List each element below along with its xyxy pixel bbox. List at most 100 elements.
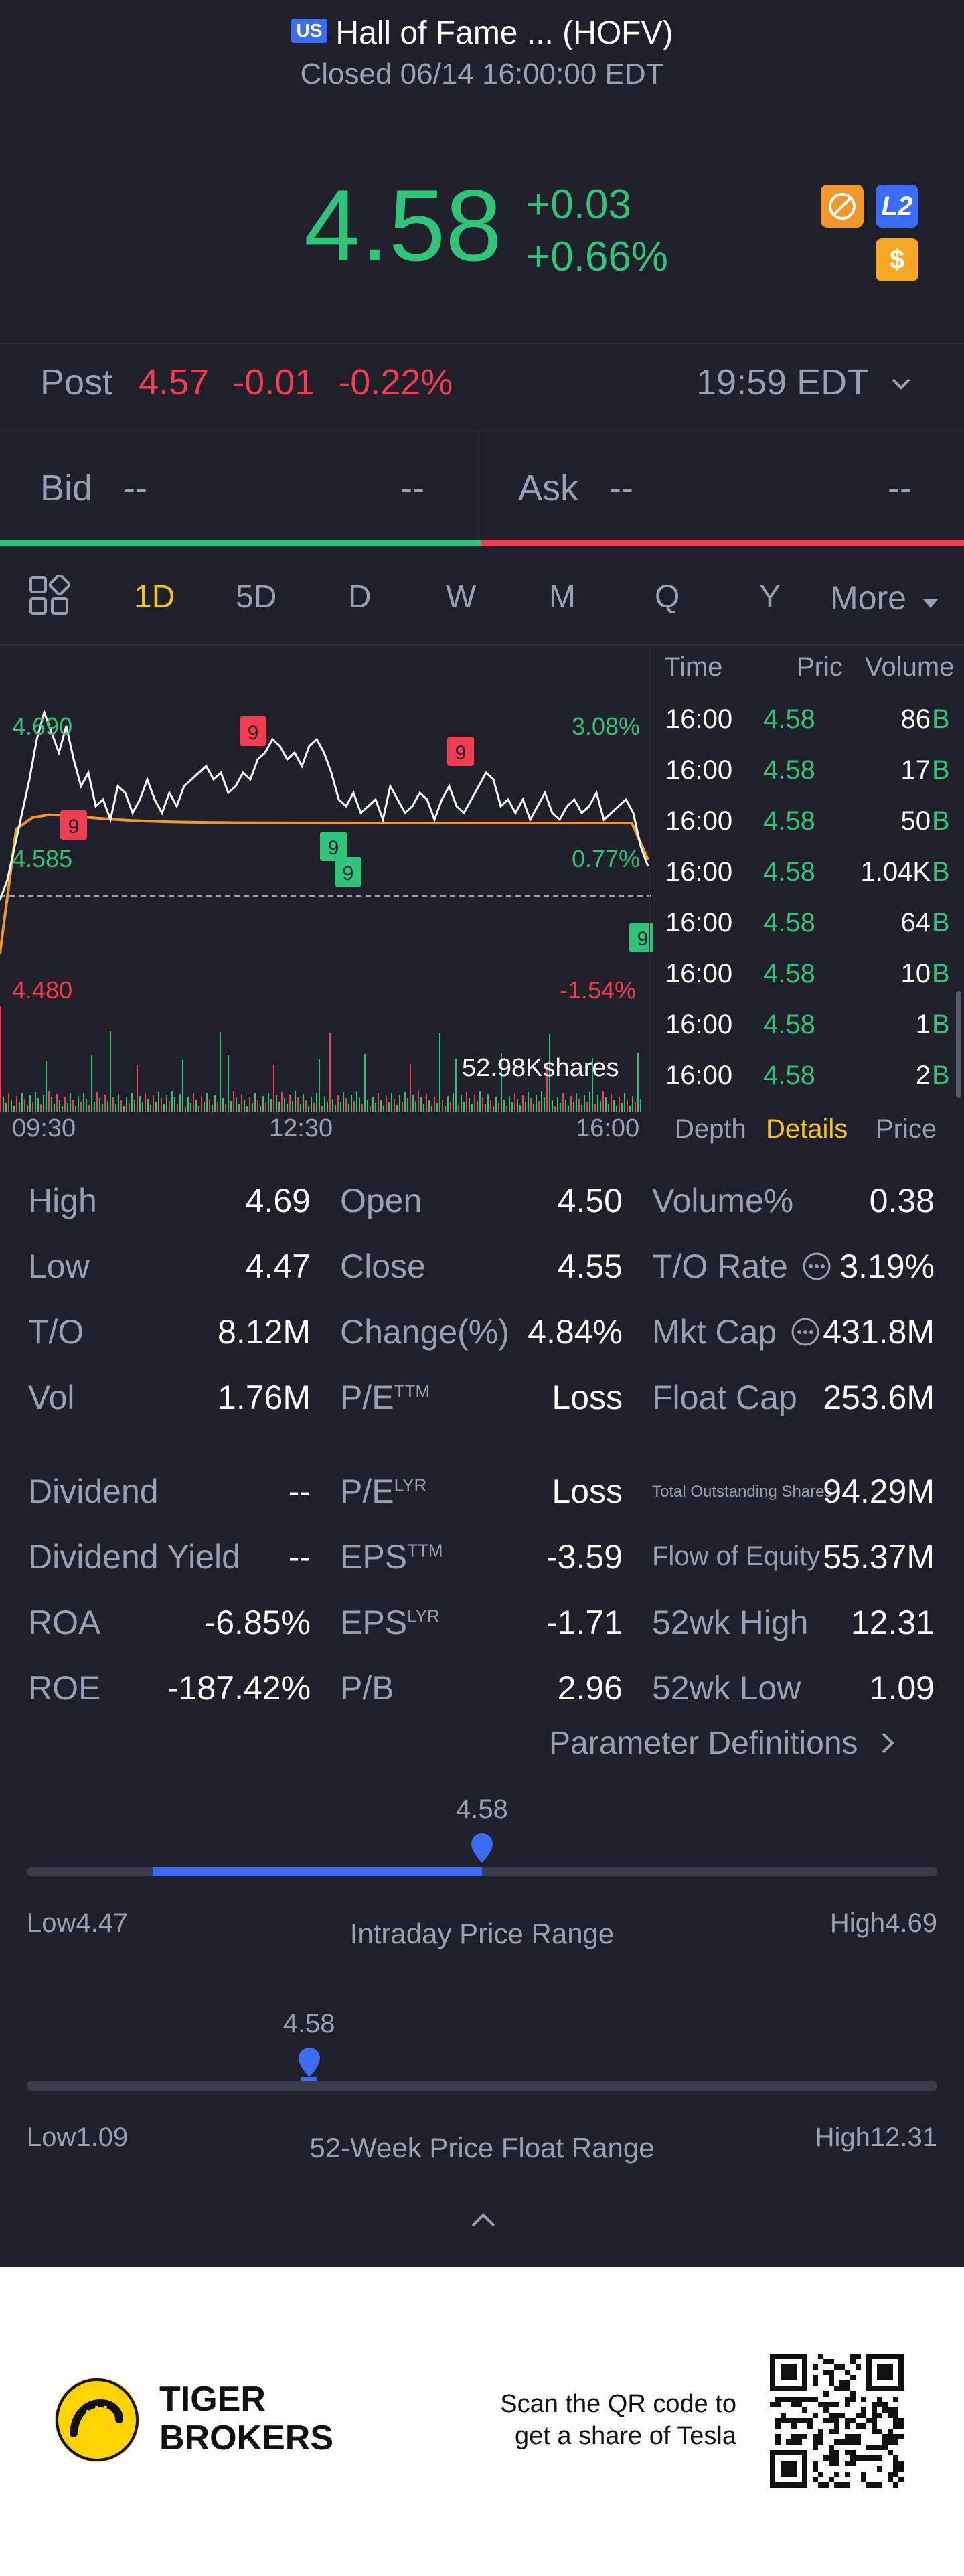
volume-bar xyxy=(364,1054,366,1112)
volume-bar xyxy=(214,1095,216,1112)
trades-scrollbar[interactable] xyxy=(956,991,961,1098)
trade-volume: 64 xyxy=(900,908,931,937)
ask-price: -- xyxy=(609,468,633,508)
volume-bar xyxy=(249,1097,250,1112)
stat-change-value: 4.84% xyxy=(528,1313,623,1351)
no-short-icon[interactable] xyxy=(821,185,864,228)
volume-bar xyxy=(54,1104,55,1112)
trade-side: B xyxy=(932,704,950,734)
bid-size: -- xyxy=(400,468,424,508)
volume-bar xyxy=(110,1031,111,1112)
volume-bar xyxy=(380,1100,382,1112)
volume-bar xyxy=(62,1106,63,1112)
volume-bar xyxy=(185,1106,186,1112)
volume-bar xyxy=(59,1100,60,1112)
volume-bar xyxy=(420,1097,422,1112)
volume-bar xyxy=(217,1102,218,1112)
stat-roe-value: -187.42% xyxy=(167,1669,311,1707)
chart-mid-label: 4.585 xyxy=(12,845,73,873)
volume-bar xyxy=(423,1104,424,1112)
ask-label: Ask xyxy=(518,468,579,508)
volume-bar xyxy=(300,1104,301,1112)
volume-bar xyxy=(391,1093,392,1112)
tab-q[interactable]: Q xyxy=(655,579,680,615)
trade-price: 4.58 xyxy=(763,1010,815,1039)
volume-bar xyxy=(378,1093,379,1112)
volume-bar xyxy=(453,1093,454,1112)
week52-low: Low1.09 xyxy=(27,2123,129,2152)
volume-bar xyxy=(562,1093,564,1112)
volume-bar xyxy=(206,1093,208,1112)
trade-side: B xyxy=(932,755,950,785)
volume-bar xyxy=(27,1105,28,1112)
dollar-icon[interactable]: $ xyxy=(876,238,918,281)
level2-icon[interactable]: L2 xyxy=(876,185,918,228)
average-price-line xyxy=(0,813,649,954)
stat-to-rate-label[interactable]: T/O Rate xyxy=(652,1247,832,1286)
volume-bar xyxy=(482,1097,483,1112)
tab-more[interactable]: More xyxy=(830,579,940,617)
volume-bar xyxy=(514,1093,515,1112)
week52-high: High12.31 xyxy=(815,2123,937,2152)
trade-time: 16:00 xyxy=(665,755,733,785)
tab-w[interactable]: W xyxy=(446,579,477,615)
volume-bar xyxy=(584,1095,585,1112)
volume-bar xyxy=(345,1098,347,1112)
chart-layout-icon[interactable] xyxy=(28,573,71,619)
post-change: -0.01 xyxy=(232,362,315,402)
volume-bar xyxy=(123,1106,125,1112)
volume-bar xyxy=(32,1102,33,1112)
stat-52wk-high-label: 52wk High xyxy=(652,1604,809,1641)
more-info-icon[interactable] xyxy=(790,1316,821,1347)
collapse-chevron-icon[interactable] xyxy=(469,2210,498,2233)
tab-y[interactable]: Y xyxy=(759,579,781,615)
more-info-icon[interactable] xyxy=(801,1251,832,1282)
volume-bar xyxy=(477,1101,478,1112)
volume-bar xyxy=(107,1101,108,1112)
trade-time: 16:00 xyxy=(665,1061,733,1090)
subtab-details[interactable]: Details xyxy=(766,1114,848,1144)
volume-bar xyxy=(442,1100,443,1112)
volume-bar xyxy=(268,1093,269,1112)
volume-bar xyxy=(137,1065,138,1112)
volume-bar xyxy=(297,1097,299,1112)
tab-5d[interactable]: 5D xyxy=(236,579,277,615)
trade-volume: 17 xyxy=(900,755,931,785)
app-background xyxy=(0,0,964,2267)
chart-volume-label: 52.98Kshares xyxy=(462,1054,619,1082)
trade-time: 16:00 xyxy=(665,959,733,988)
volume-bar xyxy=(316,1093,317,1112)
subtab-price[interactable]: Price xyxy=(876,1114,937,1144)
volume-bar xyxy=(487,1094,489,1112)
volume-bar xyxy=(11,1100,12,1112)
volume-bar xyxy=(233,1091,234,1112)
volume-bar xyxy=(632,1096,633,1112)
volume-bar xyxy=(166,1095,167,1112)
stat-mkt-cap-label[interactable]: Mkt Cap xyxy=(652,1312,821,1351)
parameter-definitions-link[interactable]: Parameter Definitions xyxy=(549,1725,898,1762)
post-time-selector[interactable]: 19:59 EDT xyxy=(696,362,914,403)
volume-bar xyxy=(270,1099,272,1112)
volume-bar xyxy=(372,1097,374,1112)
divider xyxy=(0,430,964,431)
tab-1d[interactable]: 1D xyxy=(134,579,175,615)
volume-bar xyxy=(611,1094,612,1112)
stat-52wk-low-label: 52wk Low xyxy=(652,1669,801,1707)
trade-price: 4.58 xyxy=(763,908,815,937)
volume-bar xyxy=(412,1095,414,1112)
volume-bar xyxy=(129,1103,130,1112)
volume-bar xyxy=(158,1092,159,1112)
post-change-pct: -0.22% xyxy=(338,362,453,402)
tab-d[interactable]: D xyxy=(348,579,372,615)
volume-bar xyxy=(503,1100,505,1112)
volume-bar xyxy=(573,1102,574,1112)
volume-bar xyxy=(525,1102,526,1112)
volume-bar xyxy=(511,1102,513,1112)
volume-bar xyxy=(131,1093,133,1112)
divider xyxy=(0,644,964,646)
volume-bar xyxy=(174,1097,175,1112)
tab-m[interactable]: M xyxy=(549,579,576,615)
stat-vol-value: 1.76M xyxy=(218,1379,311,1416)
subtab-depth[interactable]: Depth xyxy=(675,1114,746,1144)
